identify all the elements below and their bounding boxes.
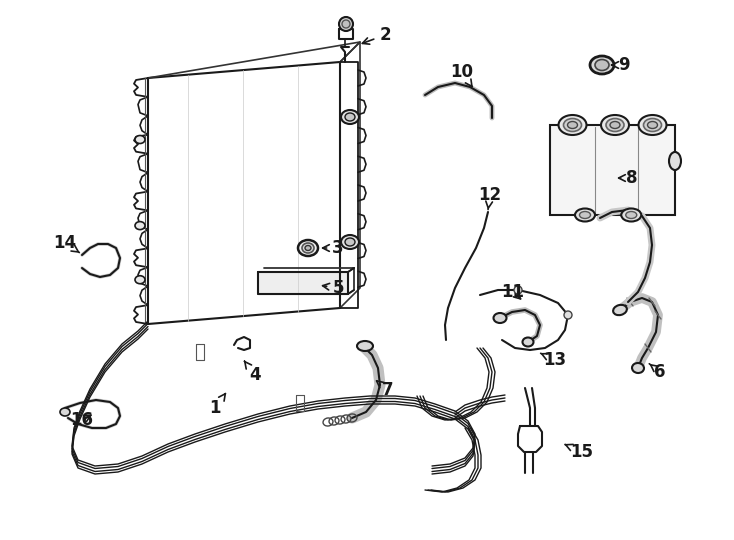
Ellipse shape [644,118,661,132]
Ellipse shape [135,136,145,144]
Text: 6: 6 [650,363,666,381]
Ellipse shape [345,113,355,121]
Ellipse shape [639,115,666,135]
Ellipse shape [613,305,627,315]
Ellipse shape [601,115,629,135]
Text: 14: 14 [54,234,79,253]
Ellipse shape [564,118,581,132]
Text: 16: 16 [70,411,93,429]
Bar [550,125,675,215]
Ellipse shape [626,212,637,219]
Ellipse shape [559,115,586,135]
Ellipse shape [302,243,314,253]
Ellipse shape [669,152,681,170]
Text: 2: 2 [363,26,390,44]
Circle shape [564,311,572,319]
Text: 1: 1 [209,394,225,417]
Circle shape [339,17,353,31]
Circle shape [514,286,522,294]
Text: 5: 5 [322,279,344,297]
Ellipse shape [341,235,359,249]
Ellipse shape [345,238,355,246]
Text: 10: 10 [451,63,473,87]
Text: 15: 15 [565,443,594,461]
Text: 9: 9 [611,56,630,74]
Text: 3: 3 [323,239,344,257]
Text: 13: 13 [541,351,567,369]
Ellipse shape [647,122,658,129]
Ellipse shape [632,363,644,373]
Ellipse shape [621,208,642,221]
Ellipse shape [567,122,578,129]
Text: 8: 8 [619,169,638,187]
Ellipse shape [610,122,620,129]
Ellipse shape [606,118,624,132]
Polygon shape [258,272,348,294]
Ellipse shape [135,221,145,229]
Text: 4: 4 [244,361,261,384]
Text: 7: 7 [377,381,394,399]
Circle shape [342,20,350,28]
Ellipse shape [575,208,595,221]
Text: 11: 11 [501,283,525,301]
Ellipse shape [305,246,311,251]
Ellipse shape [493,313,506,323]
Ellipse shape [60,408,70,416]
Text: 12: 12 [479,186,501,210]
Ellipse shape [357,341,373,351]
Ellipse shape [523,338,534,347]
Ellipse shape [135,276,145,284]
Ellipse shape [595,59,609,71]
Ellipse shape [341,110,359,124]
Ellipse shape [298,240,318,256]
Ellipse shape [590,56,614,74]
Ellipse shape [580,212,590,219]
